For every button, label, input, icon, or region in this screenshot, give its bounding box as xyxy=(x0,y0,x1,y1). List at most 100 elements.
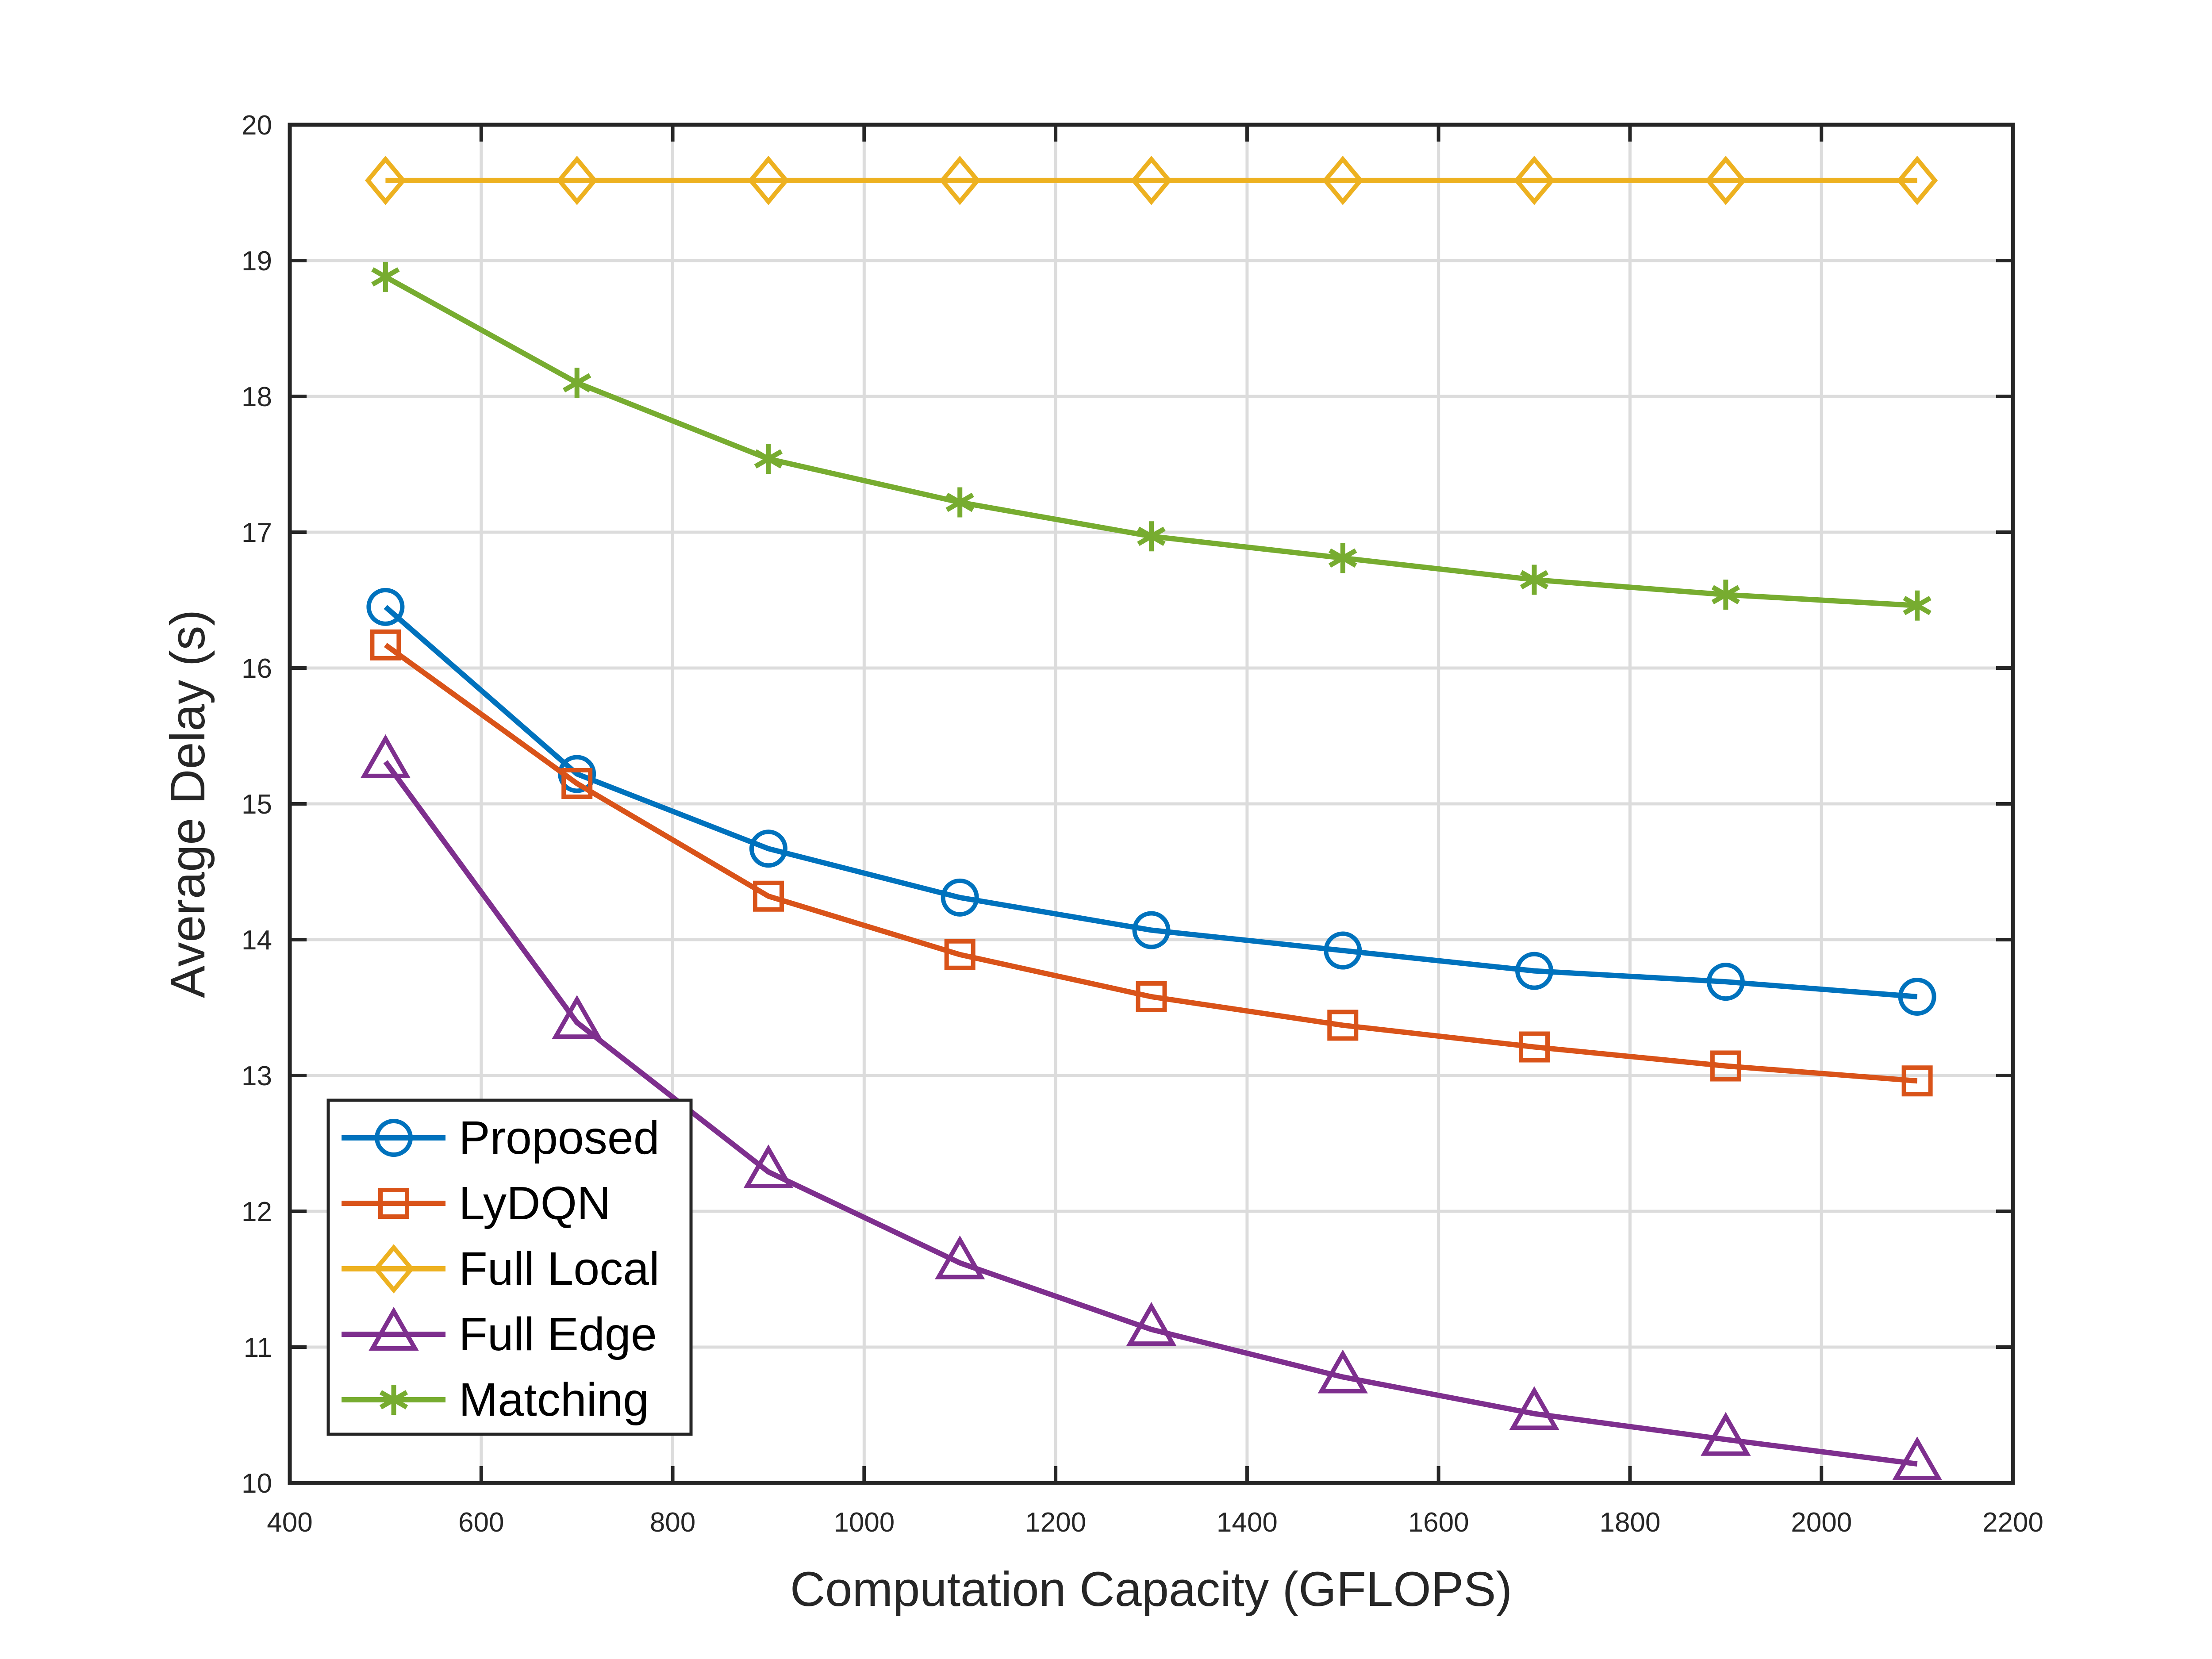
y-tick-label: 15 xyxy=(242,789,272,820)
data-point-full-edge xyxy=(1701,1412,1751,1456)
series-proposed xyxy=(366,588,1936,1016)
data-point-full-edge xyxy=(935,1235,985,1279)
y-tick-label: 11 xyxy=(244,1333,272,1363)
legend-marker-matching xyxy=(379,1385,408,1415)
y-tick-label: 10 xyxy=(242,1468,272,1499)
x-tick-label: 2200 xyxy=(1982,1507,2043,1538)
axis-ticks: 400 600 800 1000 1200 1400 1600 1800 2000 2200 10 1… xyxy=(242,110,2043,1538)
x-tick-label: 1000 xyxy=(833,1507,895,1538)
data-point-full-edge xyxy=(743,1144,794,1188)
data-point-full-local xyxy=(1322,156,1363,205)
data-point-full-edge xyxy=(1126,1302,1177,1346)
y-tick-label: 20 xyxy=(242,110,272,141)
series-matching xyxy=(371,261,1932,621)
data-point-full-local xyxy=(1130,156,1172,205)
asterisk-stroke xyxy=(1711,585,1740,604)
asterisk-stroke xyxy=(1903,596,1932,615)
data-point-lydqn xyxy=(1136,981,1167,1012)
series-line-proposed xyxy=(384,605,1918,999)
data-point-lydqn xyxy=(1519,1031,1550,1063)
x-tick-label: 1800 xyxy=(1599,1507,1660,1538)
data-point-full-edge xyxy=(1509,1386,1559,1430)
x-tick-label: 1600 xyxy=(1408,1507,1469,1538)
asterisk-stroke xyxy=(371,267,400,287)
legend-label-lydqn: LyDQN xyxy=(459,1177,611,1229)
x-tick-label: 1400 xyxy=(1217,1507,1278,1538)
legend-item-proposed: Proposed xyxy=(342,1112,660,1164)
x-tick-label: 600 xyxy=(458,1507,504,1538)
data-point-full-local xyxy=(365,156,406,205)
y-tick-label: 13 xyxy=(242,1061,272,1091)
data-point-lydqn xyxy=(1710,1050,1741,1082)
x-axis-title: Computation Capacity (GFLOPS) xyxy=(790,1562,1512,1617)
asterisk-stroke xyxy=(754,449,783,469)
data-point-proposed xyxy=(941,878,979,917)
asterisk-stroke xyxy=(1137,526,1166,546)
legend-label-proposed: Proposed xyxy=(459,1112,660,1164)
asterisk-stroke xyxy=(1329,548,1357,568)
data-point-full-edge xyxy=(1892,1436,1943,1481)
y-axis-title: Average Delay (s) xyxy=(161,610,215,998)
x-tick-label: 2000 xyxy=(1791,1507,1852,1538)
series-full-local xyxy=(365,156,1938,205)
series-line-full-edge xyxy=(383,760,1918,1467)
legend-item-matching: Matching xyxy=(342,1374,649,1426)
data-point-lydqn xyxy=(1901,1065,1933,1097)
asterisk-stroke xyxy=(379,1390,408,1409)
data-point-full-edge xyxy=(552,995,602,1039)
data-point-matching xyxy=(754,444,783,474)
data-point-proposed xyxy=(1898,977,1936,1016)
data-point-matching xyxy=(1329,543,1357,573)
data-point-matching xyxy=(945,487,974,518)
data-point-proposed xyxy=(1324,931,1362,970)
series-line-lydqn xyxy=(384,642,1918,1084)
series-group xyxy=(360,156,1943,1481)
legend-marker-full-local xyxy=(373,1244,415,1294)
x-tick-label: 800 xyxy=(650,1507,695,1538)
data-point-proposed xyxy=(1515,952,1554,990)
data-point-matching xyxy=(1903,590,1932,621)
data-point-matching xyxy=(1711,580,1740,610)
data-point-proposed xyxy=(366,588,405,626)
grid-lines xyxy=(290,125,2013,1483)
legend-marker-lydqn xyxy=(378,1188,409,1219)
data-point-matching xyxy=(1137,521,1166,552)
data-point-proposed xyxy=(1706,963,1745,1001)
y-tick-label: 17 xyxy=(242,518,272,548)
series-full-edge xyxy=(360,734,1943,1481)
data-point-full-local xyxy=(1705,156,1747,205)
data-point-lydqn xyxy=(1327,1010,1359,1041)
data-point-lydqn xyxy=(944,939,975,970)
legend-label-matching: Matching xyxy=(459,1374,649,1426)
y-tick-label: 16 xyxy=(242,653,272,684)
data-point-proposed xyxy=(749,830,787,868)
y-tick-label: 19 xyxy=(242,246,272,276)
data-point-matching xyxy=(371,261,400,292)
data-point-full-local xyxy=(939,156,981,205)
data-point-matching xyxy=(562,368,591,398)
legend-marker-proposed xyxy=(375,1119,413,1157)
asterisk-stroke xyxy=(562,373,591,393)
data-point-full-local xyxy=(1897,156,1938,205)
asterisk-stroke xyxy=(1520,570,1549,590)
asterisk-stroke xyxy=(945,492,974,512)
legend-item-full-local: Full Local xyxy=(342,1243,660,1295)
legend-item-full-edge: Full Edge xyxy=(342,1306,657,1360)
y-tick-label: 14 xyxy=(242,925,272,956)
y-tick-label: 12 xyxy=(242,1197,272,1227)
x-tick-label: 1200 xyxy=(1025,1507,1086,1538)
data-point-full-local xyxy=(748,156,789,205)
data-point-lydqn xyxy=(753,880,784,912)
data-point-full-local xyxy=(1513,156,1555,205)
data-point-full-edge xyxy=(360,734,411,778)
y-tick-label: 18 xyxy=(242,382,272,412)
legend-label-full-edge: Full Edge xyxy=(459,1308,657,1360)
data-point-lydqn xyxy=(561,768,593,799)
data-point-proposed xyxy=(1132,911,1171,949)
data-point-matching xyxy=(1520,565,1549,595)
legend: Proposed LyDQN Full Local Full Edge Matching xyxy=(326,1098,693,1436)
series-lydqn xyxy=(370,629,1933,1097)
x-tick-label: 400 xyxy=(267,1507,312,1538)
data-point-lydqn xyxy=(370,629,401,661)
